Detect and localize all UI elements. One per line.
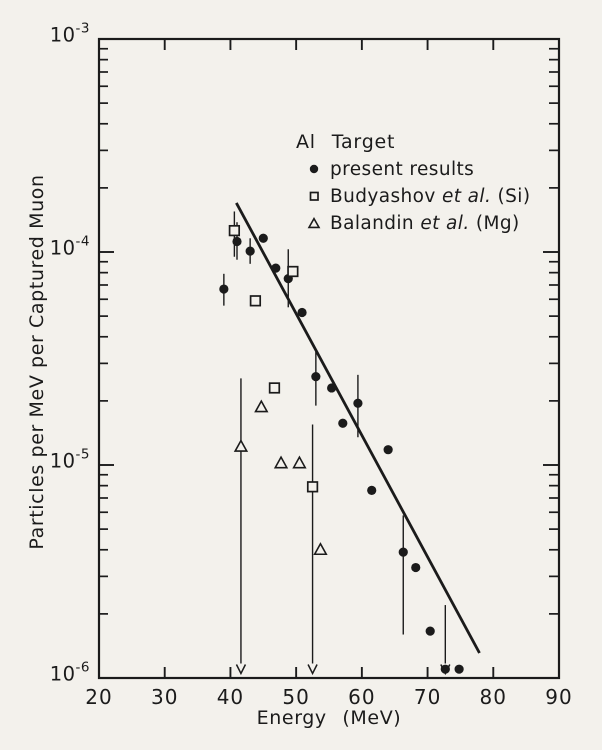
data-point-filled-circle (258, 233, 268, 243)
data-point-filled-circle (311, 372, 321, 382)
x-tick-label: 20 (85, 685, 112, 709)
y-tick-label: 10-4 (50, 234, 90, 260)
x-tick-label: 90 (545, 685, 572, 709)
data-point-open-square (306, 481, 319, 493)
data-point-open-triangle (313, 542, 328, 556)
x-tick-label: 70 (414, 685, 441, 709)
data-point-filled-circle (338, 418, 348, 428)
data-point-filled-circle (383, 445, 393, 455)
data-point-filled-circle (440, 664, 450, 674)
x-tick-label: 60 (348, 685, 375, 709)
data-point-open-square (228, 224, 241, 237)
down-arrow-icon (307, 664, 318, 676)
y-tick-label: 10-5 (50, 447, 90, 473)
data-point-open-square (268, 382, 281, 394)
data-point-open-square (249, 295, 262, 307)
data-point-open-triangle (292, 455, 307, 469)
x-tick-label: 40 (217, 685, 244, 709)
data-point-filled-circle (327, 383, 337, 393)
data-point-filled-circle (398, 547, 408, 557)
data-point-filled-circle (219, 284, 229, 294)
x-tick-label: 80 (480, 685, 507, 709)
data-point-filled-circle (454, 664, 464, 674)
data-point-filled-circle (297, 307, 307, 318)
data-point-filled-circle (271, 263, 281, 273)
data-point-filled-circle (411, 562, 421, 573)
data-point-open-triangle (254, 399, 269, 413)
data-point-open-square (287, 265, 299, 278)
data-point-filled-circle (232, 236, 242, 247)
x-tick-label: 50 (282, 685, 309, 709)
x-tick-label: 30 (151, 685, 178, 709)
data-point-filled-circle (425, 626, 435, 636)
plot-border (97, 37, 561, 680)
data-point-filled-circle (353, 398, 363, 408)
y-tick-label: 10-6 (50, 660, 90, 686)
data-point-filled-circle (367, 485, 377, 495)
data-point-open-triangle (233, 438, 249, 452)
y-tick-label: 10-3 (50, 21, 90, 47)
data-point-filled-circle (245, 246, 255, 256)
down-arrow-icon (235, 664, 247, 676)
data-point-open-triangle (273, 455, 289, 469)
